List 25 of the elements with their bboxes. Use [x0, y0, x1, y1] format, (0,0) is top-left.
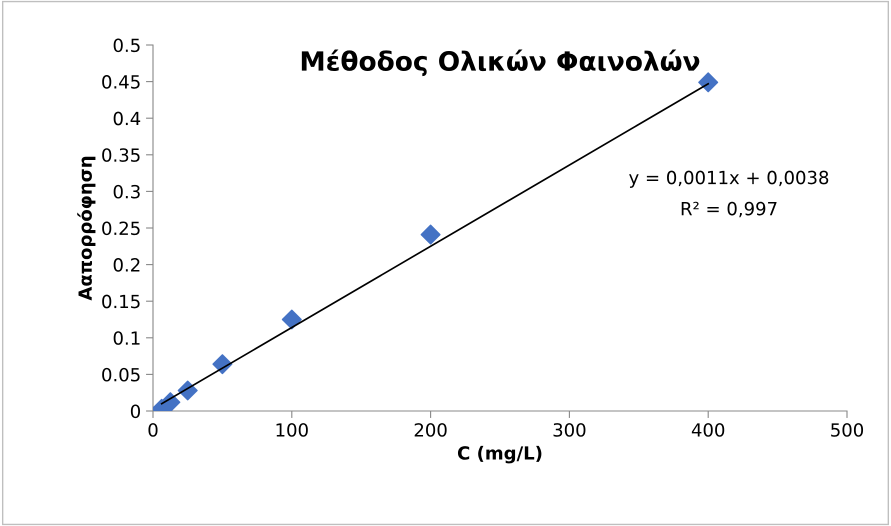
y-axis-title: Ααπορρόφηση — [77, 156, 96, 301]
annotation: R² = 0,997 — [682, 202, 777, 218]
annotation: y = 0,0011x + 0,0038 — [629, 170, 828, 188]
x-tick-label: 500 — [831, 423, 864, 437]
point — [282, 309, 302, 330]
x-tick-label: 300 — [554, 423, 586, 437]
x-tick-label: 100 — [276, 423, 308, 437]
y-tick-label: 0.5 — [114, 38, 140, 52]
x-tick-label: 400 — [692, 423, 724, 437]
x-tick-label: 0 — [148, 423, 158, 437]
point — [420, 224, 441, 245]
y-tick-label: 0.45 — [102, 75, 140, 89]
point — [698, 72, 718, 92]
chart-title: Μέθοδος Ολικών Φαινολών — [302, 50, 700, 76]
y-tick-label: 0 — [130, 404, 140, 418]
y-tick-label: 0.2 — [114, 258, 140, 272]
y-tick-label: 0.35 — [102, 148, 140, 162]
y-tick-label: 0.1 — [114, 331, 140, 345]
y-tick-label: 0.05 — [102, 368, 140, 382]
x-axis-title: C (mg/L) — [458, 446, 542, 464]
y-tick-label: 0.15 — [102, 294, 140, 308]
y-tick-label: 0.4 — [114, 112, 140, 126]
y-tick-label: 0.25 — [102, 221, 140, 236]
x-tick-label: 200 — [414, 423, 447, 437]
y-tick-label: 0.3 — [114, 184, 140, 199]
